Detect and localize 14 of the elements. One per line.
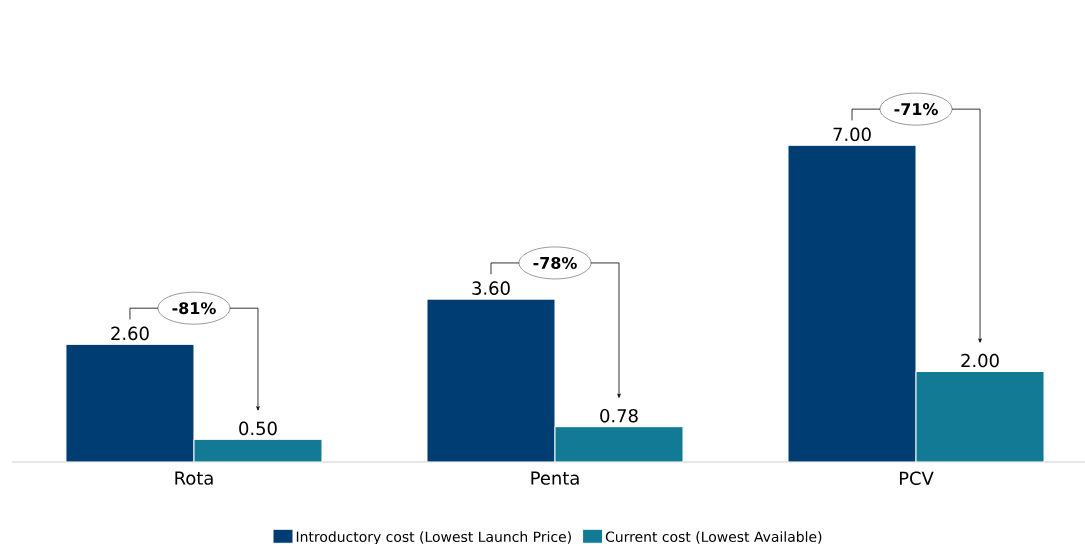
data-label: 3.60 [472,281,510,295]
legend-label: Introductory cost (Lowest Launch Price) [296,531,571,544]
x-tick-label: Penta [531,471,579,485]
data-label: 2.00 [961,353,999,368]
annotation: -81% [172,302,216,315]
legend-label: Current cost (Lowest Available) [605,531,822,544]
annotation: -78% [533,256,577,269]
data-label: 7.00 [833,127,871,142]
x-tick-label: PCV [899,471,934,486]
x-tick-label: Rota [175,471,213,485]
annotation: -71% [894,103,938,116]
data-label: 0.50 [239,421,277,436]
data-label: 0.78 [600,408,638,423]
data-label: 2.60 [111,326,149,341]
